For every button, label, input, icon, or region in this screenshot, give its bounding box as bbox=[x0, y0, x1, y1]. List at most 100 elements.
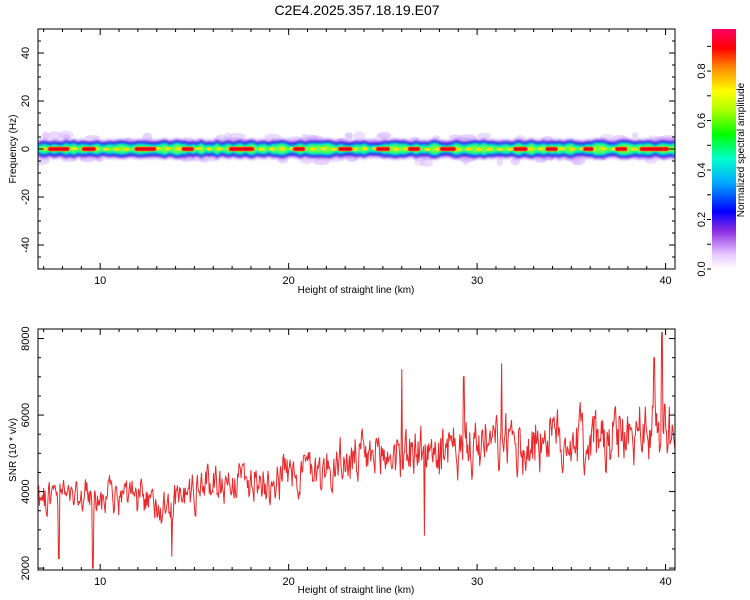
y-tick-label: 2000 bbox=[20, 556, 32, 580]
x-tick-label: 20 bbox=[283, 576, 295, 588]
snr-series bbox=[38, 332, 675, 569]
spectrogram-x-axis-label: Height of straight line (km) bbox=[298, 285, 415, 296]
spectral-node bbox=[631, 147, 638, 151]
spectral-node bbox=[486, 147, 493, 151]
spectral-node bbox=[558, 147, 565, 151]
x-tick-label: 10 bbox=[94, 576, 106, 588]
x-tick-label: 30 bbox=[471, 275, 483, 287]
spectral-hot-segment bbox=[293, 147, 305, 151]
spectral-band bbox=[38, 130, 675, 167]
spectral-node bbox=[455, 147, 462, 152]
spectral-node bbox=[268, 147, 275, 151]
spectral-node bbox=[175, 147, 182, 151]
spectral-halo bbox=[84, 135, 100, 140]
spectral-halo bbox=[510, 157, 520, 166]
y-tick-label: 6000 bbox=[20, 403, 32, 427]
colorbar-tick-label: 0.6 bbox=[696, 113, 708, 128]
spectral-halo bbox=[631, 132, 639, 139]
y-tick-label: 4000 bbox=[20, 479, 32, 503]
spectral-hot-segment bbox=[135, 147, 156, 151]
spectral-node bbox=[330, 147, 337, 151]
spectrogram-y-axis-label: Frequency (Hz) bbox=[8, 115, 19, 184]
snr-panel: 10 20 30 40 2000 4000 6000 8000 Height of strai… bbox=[8, 326, 676, 596]
spectral-node bbox=[165, 147, 171, 151]
spectral-node bbox=[600, 147, 607, 151]
spectral-halo bbox=[312, 158, 330, 166]
spectral-node bbox=[393, 147, 400, 151]
spectral-node bbox=[527, 147, 534, 151]
spectral-hot-segment bbox=[546, 147, 558, 151]
snr-frame bbox=[37, 328, 676, 571]
colorbar-tick-label: 0.0 bbox=[696, 261, 708, 276]
spectral-node bbox=[279, 147, 286, 151]
spectrogram-panel: 10 20 30 40 -40 -20 0 20 40 Height of straight l… bbox=[8, 28, 676, 296]
x-tick-label: 10 bbox=[94, 275, 106, 287]
snr-line bbox=[38, 332, 675, 569]
spectral-node bbox=[71, 146, 78, 151]
spectral-hot-segment bbox=[440, 147, 456, 151]
spectral-hot-segment bbox=[229, 147, 254, 151]
spectral-node bbox=[434, 147, 441, 151]
spectral-node bbox=[206, 147, 213, 151]
spectral-halo bbox=[41, 131, 50, 140]
spectral-halo bbox=[477, 132, 491, 140]
spectral-node bbox=[113, 147, 120, 151]
spectral-hot-segment bbox=[48, 147, 69, 151]
x-tick-label: 40 bbox=[659, 275, 671, 287]
spectral-halo bbox=[496, 157, 503, 167]
spectral-node bbox=[351, 147, 358, 151]
x-tick-label: 20 bbox=[283, 275, 295, 287]
y-tick-label: 40 bbox=[20, 47, 32, 59]
spectral-hot-segment bbox=[338, 147, 352, 151]
spectral-node bbox=[196, 147, 203, 151]
x-tick-label: 40 bbox=[659, 576, 671, 588]
colorbar-tick-label: 0.2 bbox=[696, 212, 708, 227]
x-tick-label: 30 bbox=[471, 576, 483, 588]
colorbar-gradient bbox=[712, 29, 736, 269]
spectral-node bbox=[362, 146, 368, 151]
snr-y-axis-label: SNR (10 * v/v) bbox=[8, 418, 19, 482]
spectral-halo bbox=[459, 134, 477, 140]
spectral-hot-segment bbox=[182, 147, 194, 151]
spectral-node bbox=[538, 147, 545, 151]
spectral-node bbox=[123, 147, 130, 151]
spectral-node bbox=[102, 147, 109, 151]
spectral-halo bbox=[47, 131, 63, 140]
y-tick-label: -40 bbox=[20, 237, 32, 253]
spectral-hot-segment bbox=[640, 147, 669, 151]
spectral-node bbox=[496, 147, 503, 151]
y-tick-label: 20 bbox=[20, 95, 32, 107]
spectral-halo bbox=[264, 133, 281, 141]
colorbar-ticks: 0.0 0.2 0.4 0.6 0.8 bbox=[696, 45, 711, 277]
spectral-node bbox=[320, 147, 327, 151]
snr-ticks: 10 20 30 40 2000 4000 6000 8000 bbox=[20, 326, 675, 588]
spectral-hot-segment bbox=[408, 147, 420, 151]
spectral-halo bbox=[353, 131, 366, 140]
figure-title: C2E4.2025.357.18.19.E07 bbox=[274, 2, 440, 18]
spectral-hot-segment bbox=[513, 147, 527, 151]
spectral-hot-segment bbox=[376, 147, 390, 151]
spectral-node bbox=[569, 147, 576, 151]
colorbar-tick-label: 0.4 bbox=[696, 162, 708, 177]
spectral-node bbox=[258, 147, 265, 151]
spectral-node bbox=[476, 147, 482, 151]
colorbar: 0.0 0.2 0.4 0.6 0.8 Normalized spectral ampl… bbox=[696, 29, 747, 277]
spectral-halo bbox=[344, 132, 354, 140]
spectral-node bbox=[507, 147, 514, 151]
spectral-hot-segment bbox=[82, 147, 96, 151]
spectral-hot-segment bbox=[583, 147, 593, 151]
colorbar-tick-label: 0.8 bbox=[696, 63, 708, 78]
spectrogram-ticks: 10 20 30 40 -40 -20 0 20 40 bbox=[20, 28, 675, 287]
spectral-halo bbox=[200, 158, 209, 164]
y-tick-label: 8000 bbox=[20, 326, 32, 350]
colorbar-label: Normalized spectral amplitude bbox=[736, 82, 747, 217]
spectral-node bbox=[465, 147, 472, 151]
spectral-node bbox=[216, 147, 223, 151]
spectral-node bbox=[424, 147, 431, 152]
y-tick-label: 0 bbox=[20, 146, 32, 152]
spectral-halo bbox=[376, 131, 392, 140]
snr-x-axis-label: Height of straight line (km) bbox=[298, 585, 415, 596]
spectral-hot-segment bbox=[615, 147, 627, 151]
y-tick-label: -20 bbox=[20, 189, 32, 205]
